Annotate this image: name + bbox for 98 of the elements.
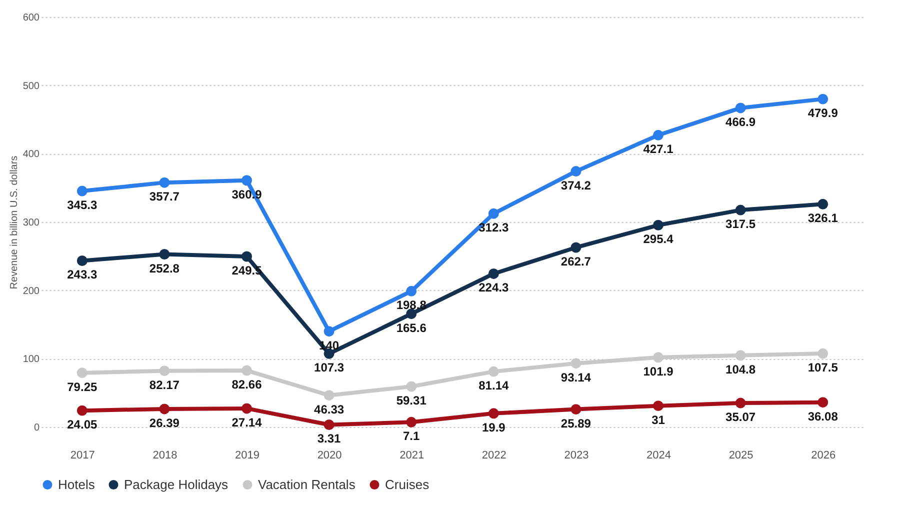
point bbox=[818, 348, 828, 359]
point bbox=[570, 242, 582, 253]
x-tick-label: 2022 bbox=[482, 450, 506, 462]
point bbox=[488, 366, 499, 377]
y-tick-label: 500 bbox=[22, 80, 40, 92]
data-label: 19.9 bbox=[482, 420, 506, 434]
x-tick-label: 2024 bbox=[646, 450, 671, 462]
point bbox=[735, 350, 746, 361]
data-label: 35.07 bbox=[726, 410, 756, 424]
data-label: 374.2 bbox=[560, 178, 592, 192]
point bbox=[406, 381, 417, 392]
data-label: 82.66 bbox=[232, 378, 262, 392]
point bbox=[735, 102, 746, 114]
x-tick-label: 2026 bbox=[811, 450, 836, 462]
data-label: 262.7 bbox=[560, 254, 592, 268]
data-label: 427.1 bbox=[643, 142, 674, 156]
data-label: 165.6 bbox=[396, 320, 427, 335]
data-label: 107.3 bbox=[314, 360, 344, 375]
point bbox=[242, 175, 252, 186]
x-tick-label: 2025 bbox=[728, 450, 754, 462]
point bbox=[735, 398, 746, 408]
data-label: 27.14 bbox=[232, 415, 262, 430]
data-label: 224.3 bbox=[478, 280, 509, 295]
legend-label: Vacation Rentals bbox=[258, 476, 356, 492]
data-label: 466.9 bbox=[726, 114, 756, 129]
point bbox=[488, 408, 499, 419]
point bbox=[570, 404, 582, 415]
point bbox=[653, 130, 664, 140]
point bbox=[653, 352, 664, 363]
data-label: 479.9 bbox=[808, 106, 838, 120]
data-label: 345.3 bbox=[67, 198, 98, 212]
data-label: 104.8 bbox=[726, 362, 756, 376]
data-label: 326.1 bbox=[808, 211, 838, 226]
point bbox=[242, 365, 252, 376]
point bbox=[818, 198, 828, 210]
point bbox=[242, 251, 252, 262]
point bbox=[570, 358, 582, 369]
data-label: 107.5 bbox=[808, 360, 838, 375]
point bbox=[159, 404, 170, 414]
point bbox=[735, 204, 746, 216]
point bbox=[159, 177, 170, 188]
legend-label: Hotels bbox=[58, 476, 96, 492]
data-label: 252.8 bbox=[149, 261, 180, 276]
y-tick-label: 0 bbox=[34, 422, 40, 434]
point bbox=[76, 405, 88, 416]
data-label: 243.3 bbox=[67, 268, 98, 282]
data-label: 317.5 bbox=[726, 217, 756, 232]
data-label: 81.14 bbox=[478, 378, 509, 393]
data-label: 26.39 bbox=[149, 416, 180, 430]
data-label: 312.3 bbox=[478, 220, 509, 235]
data-label: 357.7 bbox=[149, 190, 180, 204]
data-label: 46.33 bbox=[314, 402, 344, 416]
point bbox=[324, 420, 334, 430]
point bbox=[76, 368, 88, 378]
y-tick-label: 300 bbox=[22, 218, 40, 228]
point bbox=[488, 268, 499, 279]
y-axis-title: Revenue in billion U.S. dollars bbox=[8, 156, 20, 290]
data-label: 198.8 bbox=[396, 298, 427, 312]
y-tick-label: 200 bbox=[22, 286, 40, 297]
point bbox=[818, 94, 828, 104]
data-label: 93.14 bbox=[560, 370, 592, 384]
y-tick-label: 400 bbox=[22, 149, 40, 160]
data-label: 3.31 bbox=[317, 432, 342, 446]
x-tick-label: 2018 bbox=[152, 450, 178, 462]
x-tick-label: 2017 bbox=[70, 450, 95, 462]
data-label: 59.31 bbox=[396, 393, 427, 408]
data-label: 101.9 bbox=[643, 364, 674, 378]
data-label: 31 bbox=[652, 412, 666, 427]
data-label: 36.08 bbox=[808, 409, 838, 424]
point bbox=[406, 416, 417, 428]
x-tick-label: 2020 bbox=[317, 450, 342, 462]
x-tick-label: 2019 bbox=[235, 450, 260, 462]
point bbox=[406, 286, 417, 296]
legend-label: Package Holidays bbox=[124, 476, 229, 492]
point bbox=[76, 256, 88, 266]
point bbox=[488, 208, 499, 219]
data-label: 82.17 bbox=[149, 378, 180, 392]
legend-label: Cruises bbox=[385, 476, 430, 492]
x-tick-label: 2023 bbox=[564, 450, 589, 462]
data-label: 79.25 bbox=[67, 380, 98, 394]
x-tick-label: 2021 bbox=[400, 450, 424, 462]
point bbox=[324, 326, 334, 337]
data-label: 25.89 bbox=[560, 416, 592, 430]
y-tick-label: 100 bbox=[22, 354, 40, 366]
point bbox=[406, 308, 417, 320]
point bbox=[159, 249, 170, 260]
point bbox=[653, 220, 664, 230]
point bbox=[242, 403, 252, 414]
data-label: 24.05 bbox=[67, 418, 98, 432]
point bbox=[324, 390, 334, 401]
point bbox=[570, 166, 582, 177]
point bbox=[653, 400, 664, 412]
data-label: 7.1 bbox=[403, 429, 420, 444]
data-label: 295.4 bbox=[643, 232, 674, 246]
point bbox=[159, 366, 170, 376]
point bbox=[76, 186, 88, 196]
point bbox=[818, 397, 828, 408]
y-tick-label: 600 bbox=[22, 12, 40, 24]
